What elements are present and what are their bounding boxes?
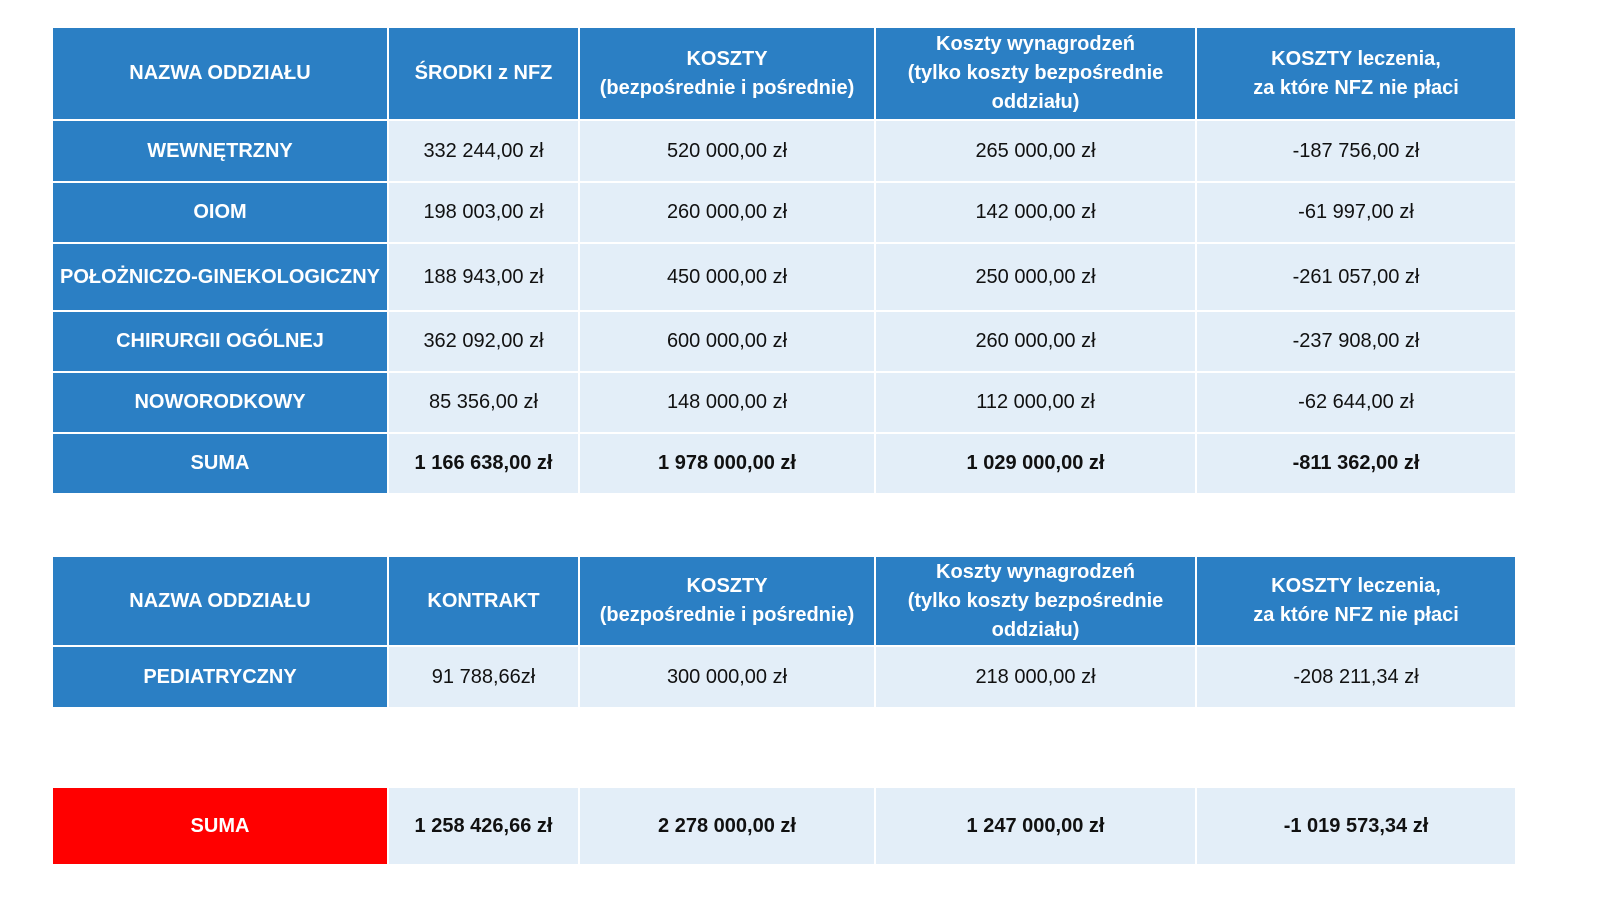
table-row: PEDIATRYCZNY 91 788,66zł 300 000,00 zł 2…	[53, 647, 1515, 707]
header-unpaid-costs: KOSZTY leczenia, za które NFZ nie płaci	[1197, 28, 1515, 119]
nfz-funds-value: 85 356,00 zł	[389, 373, 578, 432]
sum-nfz-funds: 1 166 638,00 zł	[389, 434, 578, 493]
costs-value: 300 000,00 zł	[580, 647, 874, 707]
unpaid-costs-value: -62 644,00 zł	[1197, 373, 1515, 432]
department-name: CHIRURGII OGÓLNEJ	[53, 312, 387, 371]
grand-total-row: SUMA 1 258 426,66 zł 2 278 000,00 zł 1 2…	[53, 788, 1515, 864]
table-header-row: NAZWA ODDZIAŁU ŚRODKI z NFZ KOSZTY (bezp…	[53, 28, 1515, 119]
costs-value: 520 000,00 zł	[580, 121, 874, 181]
costs-value: 148 000,00 zł	[580, 373, 874, 432]
unpaid-costs-value: -237 908,00 zł	[1197, 312, 1515, 371]
costs-value: 450 000,00 zł	[580, 244, 874, 310]
unpaid-costs-value: -187 756,00 zł	[1197, 121, 1515, 181]
header-department-name: NAZWA ODDZIAŁU	[53, 557, 387, 645]
nfz-funds-value: 188 943,00 zł	[389, 244, 578, 310]
salary-costs-value: 112 000,00 zł	[876, 373, 1195, 432]
salary-costs-value: 142 000,00 zł	[876, 183, 1195, 242]
unpaid-costs-value: -61 997,00 zł	[1197, 183, 1515, 242]
grand-total-nfz: 1 258 426,66 zł	[389, 788, 578, 864]
header-unpaid-costs: KOSZTY leczenia, za które NFZ nie płaci	[1197, 557, 1515, 645]
pediatric-table: NAZWA ODDZIAŁU KONTRAKT KOSZTY (bezpośre…	[51, 555, 1517, 709]
grand-total-costs: 2 278 000,00 zł	[580, 788, 874, 864]
table-row: WEWNĘTRZNY 332 244,00 zł 520 000,00 zł 2…	[53, 121, 1515, 181]
nfz-funds-value: 332 244,00 zł	[389, 121, 578, 181]
header-nfz-funds: ŚRODKI z NFZ	[389, 28, 578, 119]
header-contract: KONTRAKT	[389, 557, 578, 645]
department-name: PEDIATRYCZNY	[53, 647, 387, 707]
department-name: NOWORODKOWY	[53, 373, 387, 432]
header-costs: KOSZTY (bezpośrednie i pośrednie)	[580, 557, 874, 645]
table-row: OIOM 198 003,00 zł 260 000,00 zł 142 000…	[53, 183, 1515, 242]
header-salary-costs: Koszty wynagrodzeń (tylko koszty bezpośr…	[876, 557, 1195, 645]
salary-costs-value: 218 000,00 zł	[876, 647, 1195, 707]
salary-costs-value: 250 000,00 zł	[876, 244, 1195, 310]
table-row: POŁOŻNICZO-GINEKOLOGICZNY 188 943,00 zł …	[53, 244, 1515, 310]
header-costs: KOSZTY (bezpośrednie i pośrednie)	[580, 28, 874, 119]
table-header-row: NAZWA ODDZIAŁU KONTRAKT KOSZTY (bezpośre…	[53, 557, 1515, 645]
grand-total-label: SUMA	[53, 788, 387, 864]
sum-label: SUMA	[53, 434, 387, 493]
grand-total-salary-costs: 1 247 000,00 zł	[876, 788, 1195, 864]
grand-total-table: SUMA 1 258 426,66 zł 2 278 000,00 zł 1 2…	[51, 786, 1517, 866]
header-salary-costs: Koszty wynagrodzeń (tylko koszty bezpośr…	[876, 28, 1195, 119]
salary-costs-value: 260 000,00 zł	[876, 312, 1195, 371]
costs-value: 260 000,00 zł	[580, 183, 874, 242]
unpaid-costs-value: -208 211,34 zł	[1197, 647, 1515, 707]
sum-costs: 1 978 000,00 zł	[580, 434, 874, 493]
contract-value: 91 788,66zł	[389, 647, 578, 707]
department-name: POŁOŻNICZO-GINEKOLOGICZNY	[53, 244, 387, 310]
sum-unpaid-costs: -811 362,00 zł	[1197, 434, 1515, 493]
sum-row: SUMA 1 166 638,00 zł 1 978 000,00 zł 1 0…	[53, 434, 1515, 493]
table-row: CHIRURGII OGÓLNEJ 362 092,00 zł 600 000,…	[53, 312, 1515, 371]
costs-value: 600 000,00 zł	[580, 312, 874, 371]
departments-table: NAZWA ODDZIAŁU ŚRODKI z NFZ KOSZTY (bezp…	[51, 26, 1517, 495]
unpaid-costs-value: -261 057,00 zł	[1197, 244, 1515, 310]
salary-costs-value: 265 000,00 zł	[876, 121, 1195, 181]
nfz-funds-value: 198 003,00 zł	[389, 183, 578, 242]
department-name: WEWNĘTRZNY	[53, 121, 387, 181]
table-row: NOWORODKOWY 85 356,00 zł 148 000,00 zł 1…	[53, 373, 1515, 432]
header-department-name: NAZWA ODDZIAŁU	[53, 28, 387, 119]
sum-salary-costs: 1 029 000,00 zł	[876, 434, 1195, 493]
department-name: OIOM	[53, 183, 387, 242]
nfz-funds-value: 362 092,00 zł	[389, 312, 578, 371]
grand-total-unpaid-costs: -1 019 573,34 zł	[1197, 788, 1515, 864]
